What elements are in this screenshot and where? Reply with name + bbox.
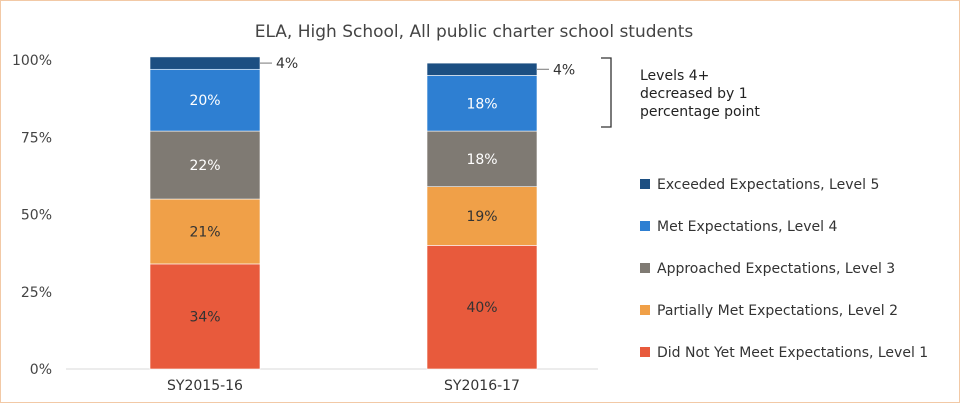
- data-label: 18%: [466, 152, 497, 168]
- data-labels: 34% 21% 22% 20% 4% 40% 19% 18% 18% 4%: [189, 56, 575, 325]
- annotation-line-2: decreased by 1: [640, 86, 748, 102]
- data-label: 22%: [189, 158, 220, 174]
- legend-swatch: [640, 305, 650, 315]
- x-axis: SY2015-16 SY2016-17: [167, 378, 520, 394]
- bar-segment: [149, 68, 261, 132]
- bar-segment: [149, 263, 261, 370]
- data-label: 4%: [553, 62, 575, 78]
- data-label: 4%: [276, 56, 298, 72]
- data-label: 21%: [189, 224, 220, 240]
- annotation: Levels 4+ decreased by 1 percentage poin…: [601, 57, 760, 128]
- legend-swatch: [640, 221, 650, 231]
- x-tick-label: SY2015-16: [167, 378, 243, 394]
- bar-segment: [426, 75, 538, 132]
- x-tick-label: SY2016-17: [444, 378, 520, 394]
- legend-label: Approached Expectations, Level 3: [657, 261, 895, 277]
- y-tick-label: 0%: [30, 362, 52, 378]
- data-label: 19%: [466, 209, 497, 225]
- legend-label: Exceeded Expectations, Level 5: [657, 177, 879, 193]
- annotation-bracket: [601, 57, 612, 128]
- legend-label: Did Not Yet Meet Expectations, Level 1: [657, 345, 928, 361]
- bar-segment: [426, 186, 538, 246]
- bar-segment: [149, 198, 261, 265]
- data-label: 34%: [189, 309, 220, 325]
- data-label: 20%: [189, 93, 220, 109]
- annotation-line-3: percentage point: [640, 104, 760, 120]
- bars: [149, 56, 538, 370]
- legend-label: Met Expectations, Level 4: [657, 219, 837, 235]
- legend-swatch: [640, 347, 650, 357]
- legend-label: Partially Met Expectations, Level 2: [657, 303, 898, 319]
- bar-segment: [149, 56, 261, 70]
- data-label: 40%: [466, 300, 497, 316]
- bar-segment: [426, 245, 538, 370]
- bar-segment: [149, 130, 261, 200]
- y-tick-label: 50%: [21, 208, 52, 224]
- y-tick-label: 75%: [21, 130, 52, 146]
- legend-swatch: [640, 263, 650, 273]
- chart-title: ELA, High School, All public charter sch…: [255, 22, 694, 42]
- legend: Exceeded Expectations, Level 5 Met Expect…: [640, 177, 928, 361]
- y-tick-label: 25%: [21, 285, 52, 301]
- annotation-line-1: Levels 4+: [640, 68, 709, 84]
- data-label: 18%: [466, 96, 497, 112]
- bar-segment: [426, 130, 538, 187]
- y-tick-label: 100%: [12, 53, 52, 69]
- bar-segment: [426, 62, 538, 76]
- legend-swatch: [640, 179, 650, 189]
